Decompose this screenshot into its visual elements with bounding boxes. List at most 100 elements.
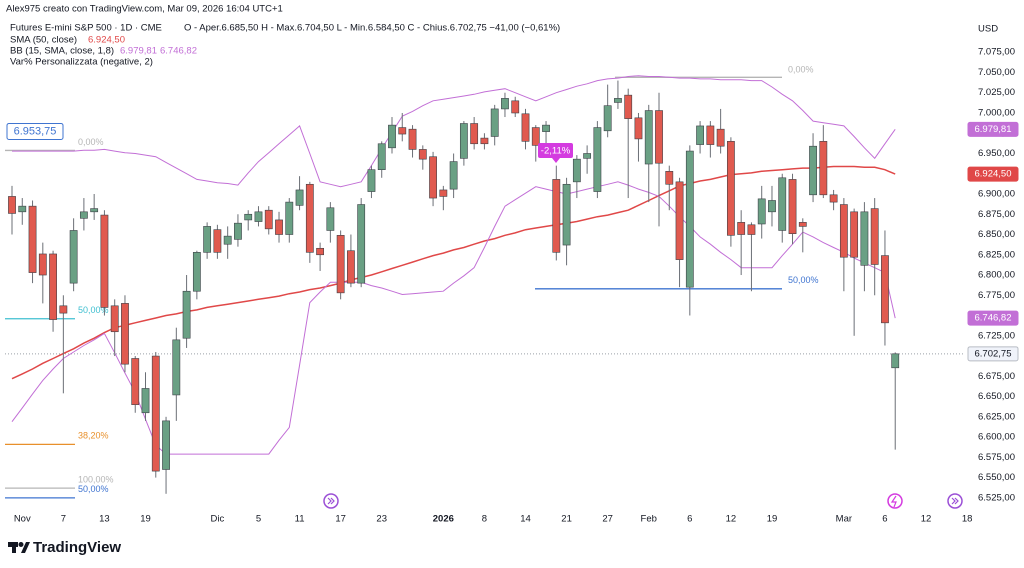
indicator-bb-upper: 6.979,81 [120, 46, 157, 57]
x-tick-label: 8 [482, 514, 487, 525]
x-tick-label: 19 [767, 514, 778, 525]
candle-body [121, 303, 129, 365]
candle-body [839, 204, 848, 258]
level-label: 50,00% [788, 275, 819, 285]
x-tick-label: 14 [520, 514, 531, 525]
candle-body [295, 189, 304, 206]
x-tick-label: 27 [602, 514, 613, 525]
candle-body [655, 110, 663, 164]
candle-body [223, 235, 232, 245]
indicator-line [12, 75, 896, 188]
y-tick-label: 6.675,00 [978, 371, 1015, 382]
price-tag-box [967, 310, 1019, 326]
callout-box [538, 143, 573, 158]
x-tick-label: 13 [99, 514, 110, 525]
candle-body [408, 128, 417, 150]
y-tick-label: 6.625,00 [978, 411, 1015, 422]
candle-body [203, 226, 212, 253]
y-tick-label: 7.025,00 [978, 87, 1015, 98]
candle-body [634, 117, 643, 140]
y-tick-label: 6.900,00 [978, 189, 1015, 200]
x-tick-label: 23 [376, 514, 387, 525]
candle-body [254, 211, 263, 222]
x-tick-label: 18 [962, 514, 973, 525]
level-label: 0,00% [788, 65, 814, 75]
indicator-bb-lower: 6.746,82 [160, 46, 197, 57]
price-tag: 6.746,82 [975, 313, 1012, 324]
candle-body [151, 355, 160, 472]
candle-body [542, 124, 550, 132]
y-tick-label: 7.050,00 [978, 67, 1015, 78]
candle-body [737, 222, 746, 235]
candle-body [665, 171, 674, 185]
y-tick-label: 7.075,00 [978, 47, 1015, 58]
candle-body [110, 305, 119, 333]
candle-body [706, 125, 715, 145]
brand: TradingView [33, 539, 121, 556]
level-label: 100,00% [78, 474, 114, 484]
candle-body [275, 219, 283, 235]
currency: USD [978, 24, 998, 35]
level-label: 38,20% [78, 431, 109, 441]
event-icons [323, 493, 963, 509]
callout-label: -2,11% [541, 146, 571, 157]
candle-body [747, 224, 756, 235]
indicator-var: Var% Personalizzata (negative, 2) [10, 57, 153, 68]
price-tag-box [967, 346, 1019, 362]
candle-body [192, 252, 201, 292]
candle-body [377, 143, 386, 170]
price-tag-box [967, 121, 1019, 137]
candle-body [131, 358, 140, 405]
candle-body [809, 145, 817, 196]
candle-body [624, 94, 633, 119]
candle-body [28, 205, 37, 273]
candle-body [757, 198, 766, 225]
candle-body [819, 141, 828, 196]
level-tag-box [6, 122, 64, 140]
candle-body [860, 211, 869, 266]
y-tick-label: 6.550,00 [978, 472, 1015, 483]
candle-body [614, 98, 622, 103]
candle-body [829, 194, 838, 203]
candle-body [398, 127, 407, 135]
x-tick-label: 7 [61, 514, 66, 525]
indicator-sma: SMA (50, close) [10, 35, 77, 46]
candle-body [316, 247, 324, 256]
level-tag: 6.953,75 [14, 125, 57, 137]
candle-body [798, 222, 807, 227]
candle-body [162, 420, 170, 470]
candle-body [357, 204, 366, 284]
x-tick-label: Dic [211, 514, 225, 525]
candle-body [418, 149, 427, 160]
candle-body [521, 113, 530, 142]
candle-body [305, 183, 314, 253]
candle-body [449, 161, 458, 190]
candle-body [726, 141, 735, 236]
candle-body [264, 209, 273, 230]
candle-body [593, 127, 602, 192]
level-label: 50,00% [78, 484, 109, 494]
candle-body [69, 230, 78, 284]
candle-body [439, 189, 448, 197]
y-tick-label: 6.850,00 [978, 229, 1015, 240]
x-tick-label: Mar [836, 514, 852, 525]
candle-body [696, 125, 704, 145]
price-tag-box [967, 166, 1019, 182]
candle-body [79, 211, 88, 219]
credit: Alex975 creato con TradingView.com, Mar … [6, 4, 283, 15]
x-tick-label: Feb [641, 514, 657, 525]
x-tick-label: 6 [687, 514, 692, 525]
candle-body [459, 123, 468, 159]
candle-body [501, 98, 509, 110]
candle-body [234, 222, 242, 240]
candle-body [8, 196, 16, 214]
ohlc: O - Aper.6.685,50 H - Max.6.704,50 L - M… [184, 23, 560, 34]
candle-body [285, 201, 294, 235]
candle-body [90, 208, 99, 213]
y-tick-label: 6.950,00 [978, 148, 1015, 159]
y-tick-label: 6.725,00 [978, 330, 1015, 341]
y-tick-label: 6.575,00 [978, 452, 1015, 463]
candle-body [367, 169, 376, 192]
